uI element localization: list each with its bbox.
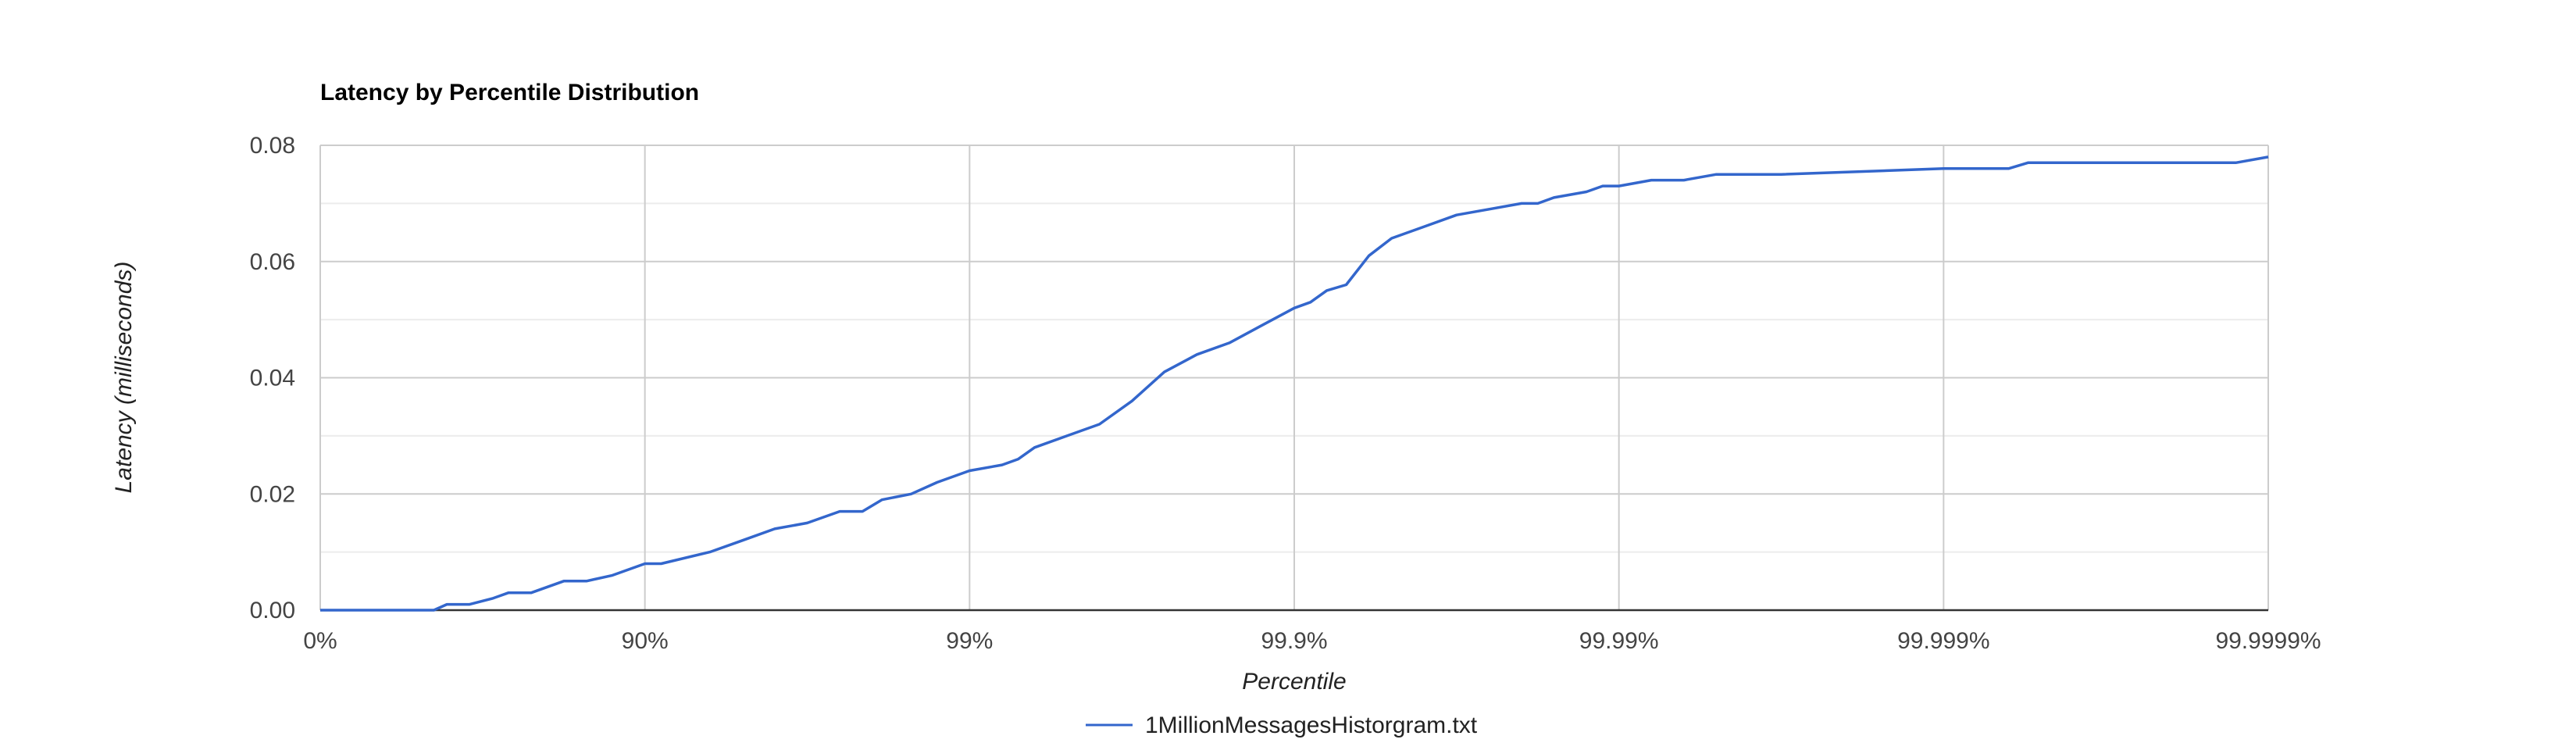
y-tick-label: 0.02 — [250, 481, 295, 507]
x-tick-label: 90% — [622, 628, 669, 654]
y-axis-title: Latency (milliseconds) — [111, 262, 137, 494]
y-tick-label: 0.00 — [250, 598, 295, 623]
y-tick-label: 0.08 — [250, 133, 295, 159]
x-tick-labels: 0% 90% 99% 99.9% 99.99% 99.999% 99.9999% — [303, 628, 2321, 654]
legend-label: 1MillionMessagesHistorgram.txt — [1145, 712, 1478, 738]
x-axis-title: Percentile — [1242, 669, 1346, 695]
y-tick-labels: 0.00 0.02 0.04 0.06 0.08 — [250, 133, 295, 623]
series-lines — [320, 155, 2269, 612]
grid-lines — [319, 145, 2269, 612]
x-tick-label: 0% — [303, 628, 337, 654]
y-tick-label: 0.04 — [250, 366, 295, 391]
series-line — [320, 155, 2269, 612]
x-tick-label: 99.999% — [1897, 628, 1989, 654]
x-tick-label: 99.99% — [1579, 628, 1659, 654]
y-tick-label: 0.06 — [250, 249, 295, 275]
x-tick-label: 99.9999% — [2215, 628, 2321, 654]
legend: 1MillionMessagesHistorgram.txt — [1086, 712, 1478, 738]
chart-title: Latency by Percentile Distribution — [320, 80, 699, 105]
x-tick-label: 99% — [946, 628, 993, 654]
x-tick-label: 99.9% — [1261, 628, 1327, 654]
